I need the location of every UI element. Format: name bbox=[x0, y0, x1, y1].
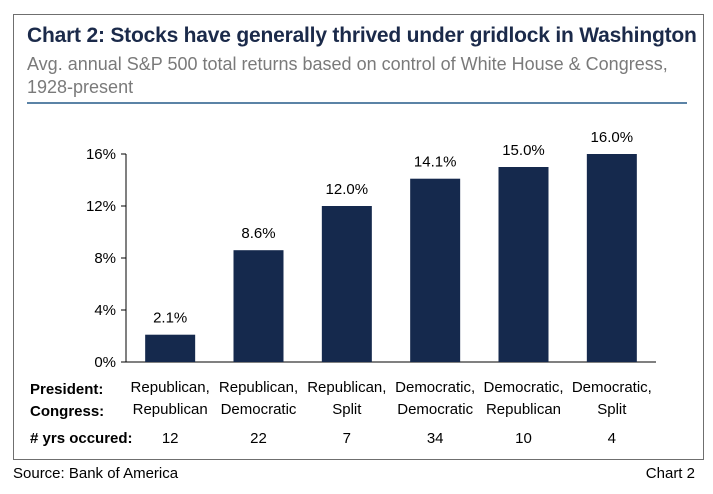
bar bbox=[145, 334, 196, 362]
president-label: Democratic, bbox=[395, 379, 475, 396]
congress-label: Republican bbox=[486, 401, 561, 418]
data-label: 2.1% bbox=[153, 310, 187, 327]
data-label: 14.1% bbox=[414, 154, 457, 171]
congress-label: Democratic bbox=[397, 401, 473, 418]
y-tick-label: 4% bbox=[94, 302, 116, 319]
bar bbox=[586, 154, 637, 362]
president-label: Democratic, bbox=[572, 379, 652, 396]
years-label: 34 bbox=[427, 430, 444, 447]
data-label: 16.0% bbox=[591, 129, 634, 146]
bar bbox=[498, 167, 549, 362]
bar bbox=[321, 206, 372, 362]
congress-label: Democratic bbox=[221, 401, 297, 418]
president-label: Republican, bbox=[307, 379, 386, 396]
source-note: Source: Bank of America bbox=[13, 465, 179, 482]
years-label: 22 bbox=[250, 430, 267, 447]
data-label: 12.0% bbox=[326, 181, 369, 198]
data-label: 15.0% bbox=[502, 142, 545, 159]
president-label: Republican, bbox=[219, 379, 298, 396]
bar bbox=[233, 250, 284, 362]
chart-subtitle: Avg. annual S&P 500 total returns based … bbox=[27, 54, 668, 97]
row-header: Congress: bbox=[30, 403, 104, 420]
chart-title: Chart 2: Stocks have generally thrived u… bbox=[27, 24, 697, 47]
president-label: Democratic, bbox=[483, 379, 563, 396]
bar bbox=[410, 178, 461, 362]
congress-label: Republican bbox=[133, 401, 208, 418]
congress-label: Split bbox=[597, 401, 627, 418]
title-rule bbox=[27, 102, 687, 104]
years-label: 7 bbox=[343, 430, 351, 447]
row-header: President: bbox=[30, 381, 103, 398]
years-label: 10 bbox=[515, 430, 532, 447]
row-header: # yrs occured: bbox=[30, 430, 133, 447]
president-label: Republican, bbox=[131, 379, 210, 396]
data-label: 8.6% bbox=[241, 225, 275, 242]
years-label: 12 bbox=[162, 430, 179, 447]
congress-label: Split bbox=[332, 401, 362, 418]
chart-reference: Chart 2 bbox=[645, 465, 695, 482]
y-tick-label: 8% bbox=[94, 250, 116, 267]
y-tick-label: 0% bbox=[94, 354, 116, 371]
y-tick-label: 16% bbox=[86, 146, 116, 163]
years-label: 4 bbox=[608, 430, 616, 447]
y-tick-label: 12% bbox=[86, 198, 116, 215]
